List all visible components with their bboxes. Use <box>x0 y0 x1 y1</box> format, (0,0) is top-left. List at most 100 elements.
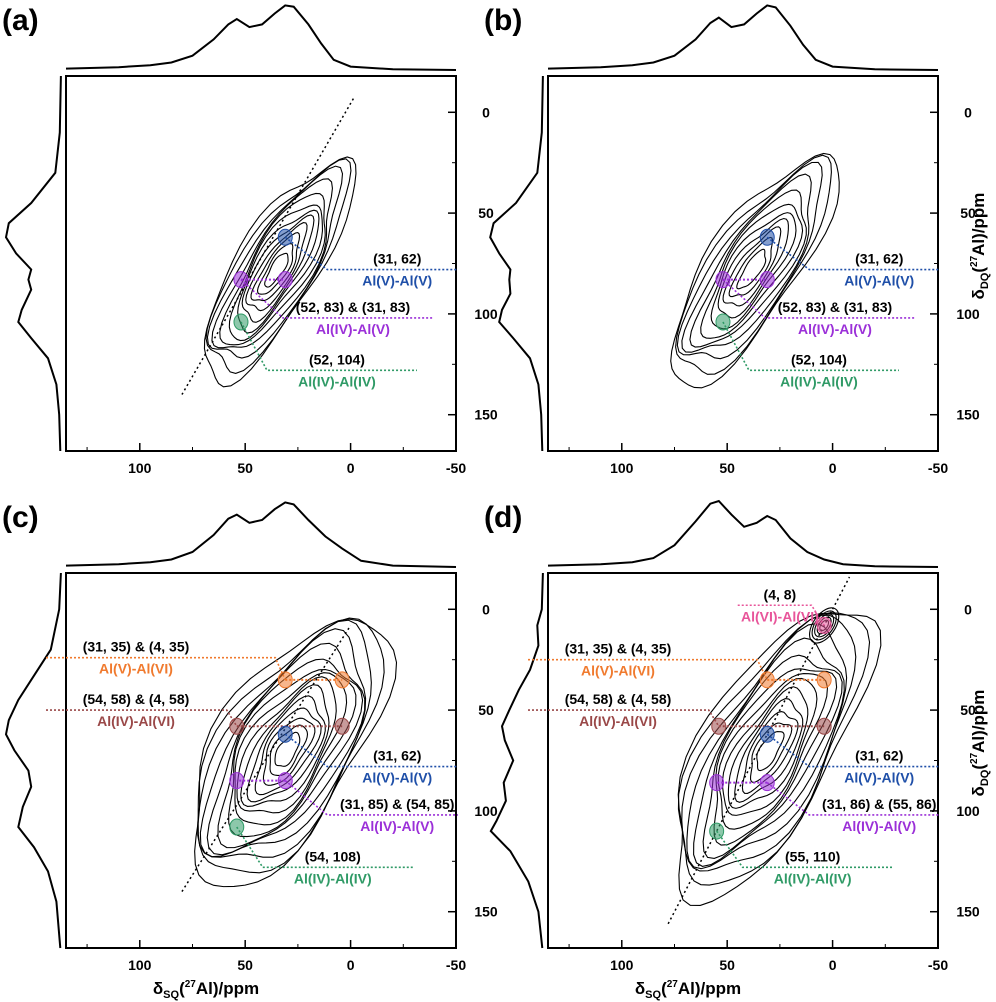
x-tick-label: -50 <box>446 460 466 476</box>
correlation-coords: (31, 62) <box>855 251 903 267</box>
leader-line <box>240 279 433 319</box>
projection-top <box>65 4 457 71</box>
contour-line <box>736 248 767 290</box>
contour-line <box>206 642 366 856</box>
y-tick-label: 0 <box>482 104 490 120</box>
panel-label: (a) <box>2 4 39 37</box>
contour-line <box>681 173 812 353</box>
x-tick-label: 50 <box>237 957 253 973</box>
correlation-marker <box>277 671 293 689</box>
contour-line <box>254 707 322 796</box>
contour-line <box>206 165 344 359</box>
x-axis-title: δSQ(27Al)/ppm <box>153 979 259 1001</box>
leader-line <box>46 656 286 681</box>
leader-line <box>715 830 893 869</box>
y-tick-label: 50 <box>478 205 494 221</box>
leader-line <box>737 604 825 626</box>
leader-line <box>284 733 458 768</box>
y-tick-label: 150 <box>474 407 498 423</box>
x-tick-label: 0 <box>347 957 355 973</box>
panel-label: (d) <box>484 501 522 534</box>
contour-line <box>721 677 818 816</box>
contour-line <box>741 710 799 794</box>
leader-line <box>528 709 720 727</box>
y-tick-label: 100 <box>956 803 980 819</box>
contour-line <box>264 252 289 288</box>
leader-line <box>766 236 940 271</box>
correlation-coords: (54, 58) & (4, 58) <box>83 691 190 707</box>
y-tick-label: 100 <box>474 306 498 322</box>
correlation-coords: (52, 104) <box>791 351 847 367</box>
correlation-pair: Al(IV)-Al(V) <box>360 818 434 834</box>
correlation-marker <box>816 671 832 689</box>
x-tick-label: 50 <box>237 460 253 476</box>
projection-top <box>547 4 939 71</box>
contour-line <box>734 698 804 803</box>
diagonal-line <box>667 576 851 925</box>
correlation-pair: Al(V)-Al(VI) <box>581 663 655 679</box>
x-tick-label: 100 <box>128 957 152 973</box>
chart-panel: (d) 100 50 0 -50 0 50 100 150 (4, 8) Al(VI)-Al(VI)… <box>484 499 991 1001</box>
correlation-coords: (54, 58) & (4, 58) <box>565 691 672 707</box>
x-tick-label: -50 <box>928 957 948 973</box>
contour-line <box>228 204 324 342</box>
contour-line <box>689 189 807 348</box>
contour-line <box>676 161 823 360</box>
correlation-pair: Al(IV)-Al(IV) <box>298 373 376 389</box>
contour-line <box>670 152 840 389</box>
x-tick-label: 0 <box>829 957 837 973</box>
chart-panel: (c) 100 50 0 -50 0 50 100 150 (31, 35) & (4, 35) A… <box>2 501 498 1001</box>
x-tick-label: 0 <box>829 460 837 476</box>
y-tick-label: 150 <box>474 904 498 920</box>
projection-left <box>4 572 62 949</box>
correlation-coords: (52, 83) & (31, 83) <box>296 299 410 315</box>
contour-line <box>727 686 809 809</box>
contour-line <box>717 672 829 830</box>
correlation-pair: Al(V)-Al(V) <box>362 770 432 786</box>
correlation-pair: Al(IV)-Al(V) <box>798 321 872 337</box>
projection-top <box>65 501 457 568</box>
correlation-pair: Al(V)-Al(VI) <box>99 661 173 677</box>
correlation-marker <box>229 772 245 790</box>
leader-line <box>528 658 768 681</box>
y-tick-label: 0 <box>964 104 972 120</box>
x-axis-title: δSQ(27Al)/ppm <box>635 979 741 1001</box>
correlation-marker <box>711 717 727 735</box>
y-tick-label: 50 <box>960 205 976 221</box>
correlation-marker <box>277 271 293 289</box>
panel-label: (b) <box>484 4 522 37</box>
y-axis-title: δDQ(27Al)/ppm <box>969 193 991 300</box>
y-tick-label: 0 <box>964 601 972 617</box>
leader-line <box>766 733 940 768</box>
contour-line <box>197 617 385 874</box>
y-tick-label: 100 <box>956 306 980 322</box>
contour-group <box>677 612 882 907</box>
contour-line <box>811 610 837 641</box>
chart-panel: (a) 100 50 0 -50 0 50 100 150 (31, 62) Al(V)-Al(V)… <box>2 4 498 476</box>
contour-line <box>219 192 326 346</box>
leader-line <box>284 236 458 271</box>
contour-line <box>717 217 789 319</box>
correlation-coords: (52, 104) <box>309 351 365 367</box>
contour-group <box>670 152 840 389</box>
contour-line <box>728 236 774 298</box>
x-tick-label: -50 <box>446 957 466 973</box>
contour-line <box>710 212 797 330</box>
correlation-pair: Al(V)-Al(V) <box>844 770 914 786</box>
x-tick-label: 50 <box>719 957 735 973</box>
correlation-marker <box>715 313 731 331</box>
contour-line <box>677 612 871 886</box>
correlation-coords: (31, 86) & (55, 86) <box>822 796 936 812</box>
x-tick-label: 50 <box>719 460 735 476</box>
contour-line <box>675 154 832 375</box>
correlation-pair: Al(VI)-Al(VI) <box>741 608 819 624</box>
contour-line <box>194 618 398 888</box>
x-tick-label: 100 <box>610 957 634 973</box>
x-tick-label: 0 <box>347 460 355 476</box>
correlation-pair: Al(V)-Al(V) <box>844 273 914 289</box>
leader-line <box>284 780 458 816</box>
correlation-pair: Al(IV)-Al(IV) <box>780 373 858 389</box>
correlation-coords: (31, 62) <box>373 748 421 764</box>
leader-line <box>766 782 940 816</box>
